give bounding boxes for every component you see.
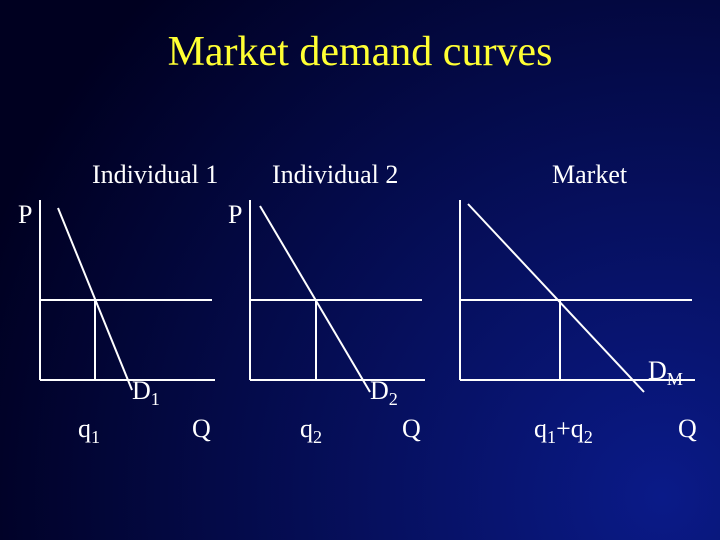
demand-label-0: D1 xyxy=(132,376,160,410)
panel-title-2: Market xyxy=(552,160,627,190)
Q-axis-label-0: Q xyxy=(192,414,211,444)
q-label-1: q2 xyxy=(300,414,322,448)
slide: Market demand curves Individual 1PD1q1QI… xyxy=(0,0,720,540)
panel-title-0: Individual 1 xyxy=(92,160,218,190)
Q-axis-label-1: Q xyxy=(402,414,421,444)
Q-axis-label-2: Q xyxy=(678,414,697,444)
demand-label-1: D2 xyxy=(370,376,398,410)
y-axis-label-0: P xyxy=(18,200,32,230)
y-axis-label-1: P xyxy=(228,200,242,230)
panel-title-1: Individual 2 xyxy=(272,160,398,190)
demand-label-2: DM xyxy=(648,356,683,390)
chart-canvas xyxy=(0,0,720,540)
q-label-0: q1 xyxy=(78,414,100,448)
q-label-2: q1+q2 xyxy=(534,414,593,448)
